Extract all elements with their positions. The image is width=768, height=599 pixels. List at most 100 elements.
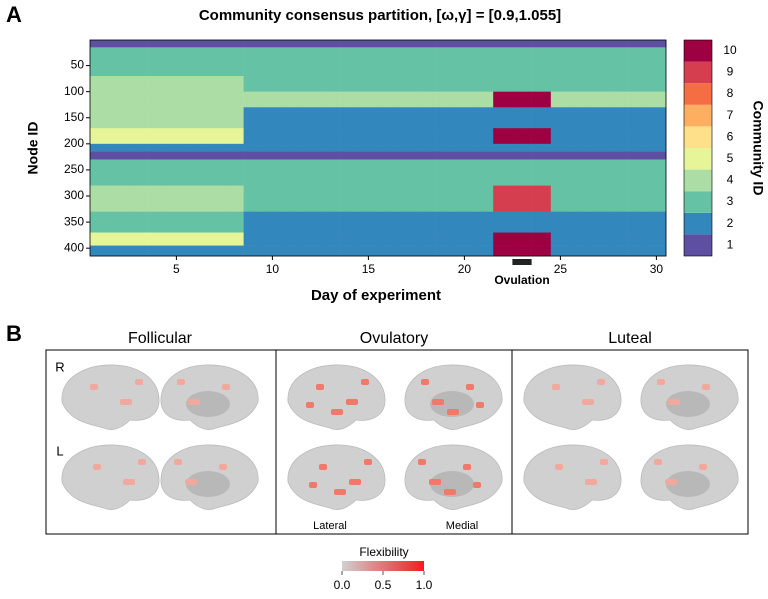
heatmap-cell (186, 128, 206, 145)
heatmap-cell (570, 76, 590, 92)
y-tick-label: 200 (64, 136, 84, 150)
heatmap-cell (550, 143, 571, 152)
heatmap-cell (416, 128, 436, 145)
y-axis-label: Node ID (25, 122, 41, 175)
heatmap-cell (109, 107, 129, 129)
heatmap-cell (205, 232, 225, 246)
heatmap-cell (224, 107, 244, 129)
heatmap-cell (531, 245, 552, 257)
heatmap-cell (147, 55, 168, 77)
heatmap-cell (646, 151, 667, 160)
heatmap-cell (166, 128, 187, 145)
heatmap-cell (474, 151, 494, 160)
heatmap-cell (186, 159, 206, 186)
heatmap-cell (474, 107, 494, 129)
y-tick-label: 50 (71, 58, 85, 72)
brain-patch (346, 399, 358, 405)
heatmap-cell (90, 159, 110, 186)
heatmap-cell (589, 55, 609, 77)
heatmap-cell (512, 232, 532, 246)
heatmap-cell (166, 76, 187, 92)
brain-patch (90, 384, 98, 390)
heatmap-cell (205, 91, 225, 108)
heatmap-cell (339, 159, 360, 186)
heatmap-cell (186, 151, 206, 160)
heatmap-cell (378, 232, 398, 246)
y-tick-label: 400 (64, 240, 84, 254)
phase-title: Luteal (608, 330, 652, 347)
heatmap-cell (339, 245, 360, 257)
brain-patch (429, 479, 441, 485)
heatmap-cell (301, 245, 321, 257)
colorbar-tick-label: 1 (727, 237, 734, 251)
heatmap-cell (90, 185, 110, 212)
panel-label: B (6, 321, 22, 346)
brain-surface (61, 444, 160, 510)
brain-patch (177, 379, 185, 385)
heatmap-cell (397, 159, 417, 186)
heatmap-cell (109, 76, 129, 92)
heatmap-cell (109, 47, 129, 56)
colorbar-tick-label: 9 (727, 65, 734, 79)
heatmap-cell (531, 47, 552, 56)
brain-patch (447, 409, 459, 415)
heatmap-cell (282, 91, 302, 108)
heatmap-cell (320, 107, 340, 129)
heatmap-cell (627, 245, 648, 257)
medial-wall (186, 471, 230, 497)
heatmap-cell (90, 40, 110, 48)
brain-patch (138, 459, 146, 465)
heatmap-cell (493, 232, 513, 246)
heatmap-cell (378, 185, 398, 212)
heatmap-cell (224, 245, 244, 257)
heatmap-cell (128, 151, 148, 160)
heatmap-cell (416, 232, 436, 246)
heatmap-cell (454, 40, 475, 48)
heatmap-cell (512, 47, 532, 56)
heatmap-cell (224, 185, 244, 212)
brain-patch (668, 399, 680, 405)
medial-wall (430, 391, 474, 417)
heatmap-cell (243, 143, 264, 152)
brain-patch (185, 479, 197, 485)
heatmap-cell (435, 159, 456, 186)
heatmap-cell (128, 47, 148, 56)
heatmap-cell (109, 211, 129, 233)
heatmap-cell (282, 151, 302, 160)
heatmap-cell (262, 151, 283, 160)
ovulation-marker (512, 259, 532, 265)
heatmap-cell (109, 91, 129, 108)
heatmap-cell (186, 40, 206, 48)
brain-patch (316, 384, 324, 390)
heatmap-cell (474, 159, 494, 186)
brain-patch (585, 479, 597, 485)
brain (523, 444, 622, 510)
brain-patch (476, 402, 484, 408)
heatmap-cell (454, 159, 475, 186)
brain (640, 444, 739, 510)
heatmap-cell (627, 128, 648, 145)
heatmap-cell (128, 40, 148, 48)
heatmap-cell (320, 76, 340, 92)
brain-patch (219, 464, 227, 470)
heatmap-cell (166, 245, 187, 257)
heatmap-cell (243, 211, 264, 233)
colorbar-tick-label: 2 (727, 216, 734, 230)
heatmap-cell (435, 128, 456, 145)
heatmap-cell (243, 91, 264, 108)
heatmap-cell (627, 143, 648, 152)
heatmap-cell (224, 40, 244, 48)
y-tick-label: 250 (64, 162, 84, 176)
heatmap-cell (435, 143, 456, 152)
heatmap-cell (570, 107, 590, 129)
brain-panels (45, 349, 749, 535)
hemisphere-label: R (55, 359, 64, 374)
colorbar-label: Community ID (750, 101, 766, 196)
heatmap-cell (435, 91, 456, 108)
heatmap-cell (435, 40, 456, 48)
heatmap-cell (243, 107, 264, 129)
heatmap-cell (646, 91, 667, 108)
heatmap-cell (416, 211, 436, 233)
heatmap-cell (320, 185, 340, 212)
heatmap-cell (646, 211, 667, 233)
